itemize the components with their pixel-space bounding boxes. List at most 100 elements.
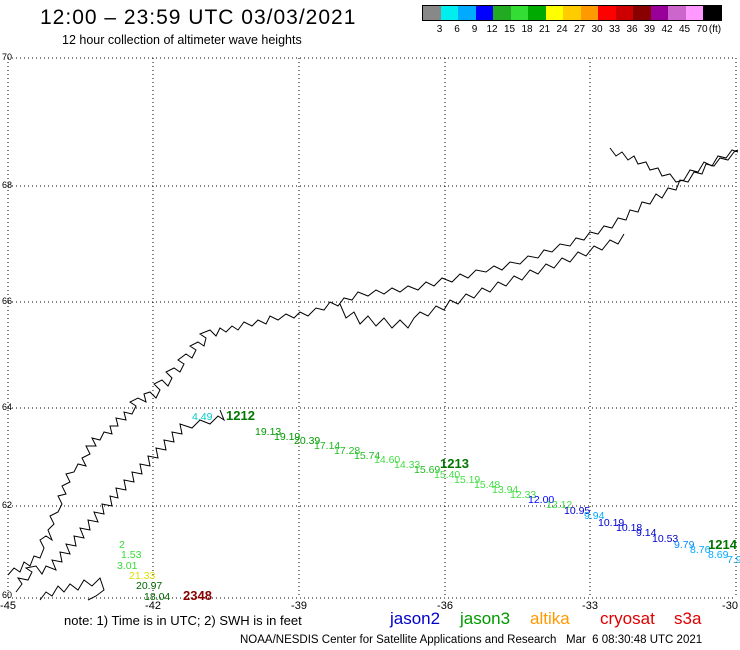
lon-tick: -30	[722, 600, 738, 612]
satellite-legend-altika: altika	[530, 609, 570, 628]
lon-tick: -36	[437, 600, 453, 612]
legend-label: 12	[486, 24, 498, 35]
legend-swatch	[668, 6, 686, 20]
wave-label: 20.39	[294, 435, 320, 447]
legend-swatch	[650, 6, 668, 20]
greenland-coastline	[7, 149, 739, 576]
legend-label: 30	[591, 24, 603, 35]
legend-label: 24	[556, 24, 568, 35]
wave-height-color-legend: 3 6 9 12 15 18 21 24 27 30 33 36 39 42 45 70 (ft)	[422, 5, 722, 38]
track-time-label: 1214	[708, 537, 738, 552]
wave-label: 18.04	[144, 591, 170, 603]
wave-label: 2	[119, 539, 125, 551]
wave-label: 19.19	[274, 431, 300, 443]
lat-tick: 62	[2, 500, 13, 510]
legend-label: 42	[661, 24, 673, 35]
legend-label: 45	[678, 24, 691, 35]
track-time-label: 1212	[226, 408, 255, 423]
credit-line: NOAA/NESDIS Center for Satellite Applica…	[240, 634, 703, 646]
legend-swatch	[423, 6, 441, 20]
wave-label: 20.97	[136, 580, 162, 592]
legend-swatch	[703, 6, 721, 20]
legend-swatch	[528, 6, 546, 20]
legend-unit: (ft)	[708, 24, 722, 35]
units-note: note: 1) Time is in UTC; 2) SWH is in fe…	[64, 613, 302, 628]
legend-swatch	[633, 6, 651, 20]
wave-label: 10.18	[616, 522, 642, 534]
coast-fjords-lower	[39, 577, 105, 601]
legend-swatch	[493, 6, 511, 20]
wave-label: 21.33	[129, 570, 155, 582]
wave-label: 15.19	[454, 474, 480, 486]
lat-tick: 60	[2, 590, 13, 600]
wave-label: 14.33	[394, 459, 420, 471]
wave-label: 10.95	[564, 505, 590, 517]
wave-label: 14.60	[374, 454, 400, 466]
legend-label: 9	[471, 24, 478, 35]
wave-label: 15.40	[434, 469, 460, 481]
legend-label: 27	[573, 24, 586, 35]
wave-label: 10.53	[652, 533, 678, 545]
wave-label: 15.69	[414, 464, 440, 476]
wave-label: 15.74	[354, 450, 380, 462]
legend-label: 39	[643, 24, 656, 35]
legend-value-labels: 3 6 9 12 15 18 21 24 27 30 33 36 39 42 45 70 (ft)	[422, 24, 722, 38]
wave-label: 10.19	[598, 517, 624, 529]
track-time-label: 1213	[440, 456, 469, 471]
wave-label: 8.76	[690, 544, 711, 556]
satellite-legend-s3a: s3a	[674, 609, 702, 628]
lat-tick: 66	[2, 296, 13, 306]
map-grid	[7, 57, 737, 599]
track-time-label: 2348	[183, 588, 212, 603]
lat-tick: 70	[2, 52, 13, 62]
wave-label: 19.13	[255, 426, 281, 438]
legend-label: 15	[503, 24, 516, 35]
legend-swatch	[458, 6, 476, 20]
legend-label: 33	[608, 24, 621, 35]
satellite-legend-jason3: jason3	[460, 609, 511, 628]
satellite-legend-jason2: jason2	[390, 609, 441, 628]
legend-label: 70	[696, 24, 708, 35]
wave-label: 4.49	[192, 411, 213, 423]
wave-label: 3.01	[117, 560, 138, 572]
legend-label: 6	[454, 24, 460, 35]
wave-label: 7.9	[727, 554, 740, 566]
greenland-coastline-inner	[15, 409, 226, 593]
wave-label: 17.28	[334, 445, 360, 457]
legend-label: 18	[521, 24, 533, 35]
legend-swatch	[563, 6, 581, 20]
lon-tick: -39	[291, 600, 307, 612]
legend-swatch	[580, 6, 598, 20]
legend-label: 3	[436, 24, 443, 35]
legend-label: 36	[626, 24, 638, 35]
wave-label: 1.53	[121, 549, 142, 561]
coast-fjords-east	[339, 233, 625, 329]
wave-height-labels: 4.49 19.13 19.19 20.39 17.14 17.28 15.74…	[117, 411, 740, 603]
legend-color-bar	[422, 5, 722, 21]
wave-label: 9.94	[584, 510, 605, 522]
wave-label: 12.00	[528, 494, 554, 506]
legend-swatch	[545, 6, 563, 20]
wave-label: 9.14	[636, 527, 657, 539]
map-title: 12:00 – 23:59 UTC 03/03/2021	[40, 6, 357, 29]
legend-swatch	[615, 6, 633, 20]
wave-label: 17.14	[314, 440, 340, 452]
legend-swatch	[475, 6, 493, 20]
lon-tick: -42	[145, 600, 161, 612]
lat-tick: 68	[2, 180, 13, 190]
coast-northeast-tip	[609, 147, 739, 183]
track-time-labels: 1212 1213 1214 2348	[183, 408, 738, 603]
wave-label: 12.12	[546, 499, 572, 511]
lon-tick: -33	[582, 600, 598, 612]
legend-swatch	[440, 6, 458, 20]
wave-label: 8.69	[708, 549, 729, 561]
lon-tick: -45	[0, 600, 16, 612]
legend-swatch	[598, 6, 616, 20]
wave-label: 9.79	[674, 539, 695, 551]
wave-label: 12.33	[510, 489, 536, 501]
legend-swatch	[510, 6, 528, 20]
legend-label: 21	[538, 24, 551, 35]
lat-tick: 64	[2, 402, 13, 412]
wave-label: 15.48	[474, 479, 500, 491]
